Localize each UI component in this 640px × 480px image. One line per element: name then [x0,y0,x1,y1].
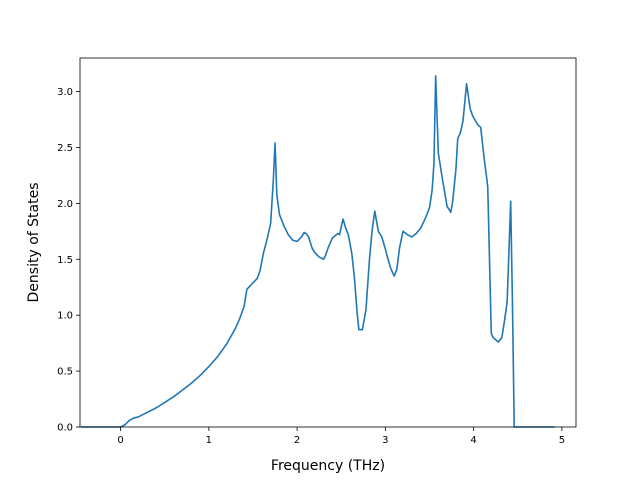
x-axis-label: Frequency (THz) [271,458,385,474]
y-tick-label: 0.0 [57,423,73,434]
y-tick-label: 2.0 [57,199,73,210]
x-tick-label: 4 [470,435,476,446]
y-tick-label: 0.5 [57,367,73,378]
x-tick-label: 2 [294,435,300,446]
x-tick-label: 3 [382,435,388,446]
x-tick-label: 5 [559,435,565,446]
y-axis-label: Density of States [26,183,42,303]
y-tick-label: 3.0 [57,87,73,98]
plot-area [80,75,555,428]
x-tick-label: 0 [117,435,123,446]
y-tick-label: 1.0 [57,311,73,322]
y-tick-label: 1.5 [57,255,73,266]
y-tick-label: 2.5 [57,143,73,154]
y-axis-ticks: 0.0 0.5 1.0 1.5 2.0 2.5 3.0 [57,87,80,434]
axes-frame [79,57,577,428]
dos-series-line-0 [80,75,555,428]
x-tick-label: 1 [206,435,212,446]
x-axis-ticks: 0 1 2 3 4 5 [117,427,565,446]
